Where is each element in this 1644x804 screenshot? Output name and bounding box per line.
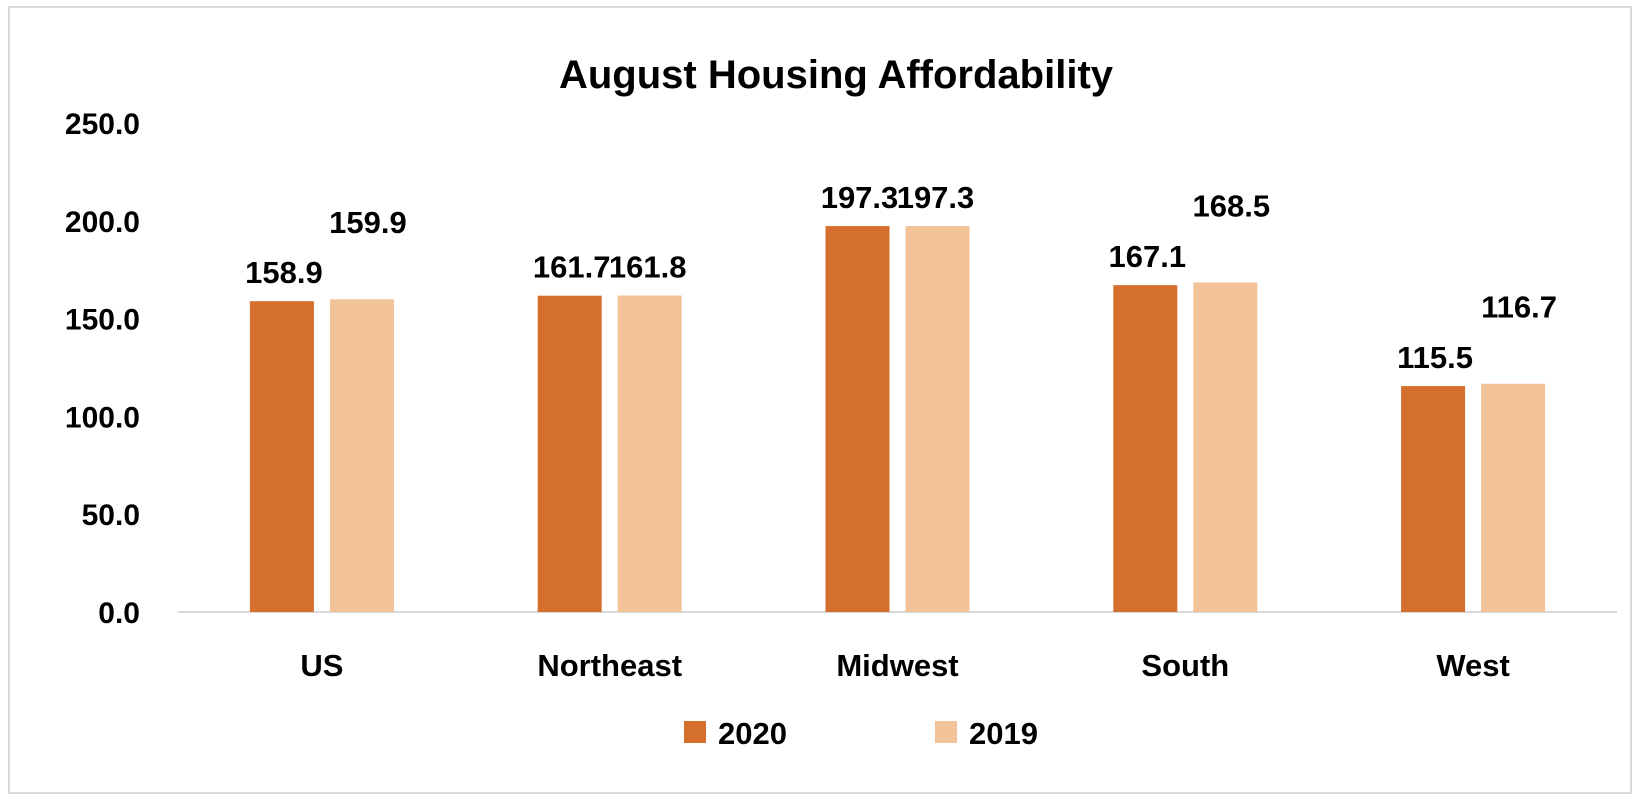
chart-title: August Housing Affordability bbox=[559, 53, 1114, 97]
x-axis-categories: US Northeast Midwest South West bbox=[300, 648, 1509, 683]
legend: 2020 2019 bbox=[684, 716, 1038, 751]
bar-2020-us bbox=[249, 301, 314, 612]
bar-2019-us bbox=[329, 299, 394, 612]
bar-2020-west bbox=[1401, 386, 1466, 612]
y-axis-ticks: 0.0 50.0 100.0 150.0 200.0 250.0 bbox=[65, 108, 140, 630]
y-tick-label: 50.0 bbox=[82, 499, 140, 532]
bar-2020-northeast bbox=[537, 295, 602, 612]
x-category-label: Northeast bbox=[537, 648, 682, 683]
y-tick-label: 100.0 bbox=[65, 401, 140, 434]
data-label-2020-midwest: 197.3 bbox=[821, 180, 899, 215]
legend-swatch-2020 bbox=[684, 721, 706, 743]
y-tick-label: 200.0 bbox=[65, 206, 140, 239]
data-label-2020-south: 167.1 bbox=[1109, 239, 1187, 274]
bar-2019-west bbox=[1481, 383, 1546, 612]
data-label-2020-us: 158.9 bbox=[245, 255, 323, 290]
legend-label-2020: 2020 bbox=[718, 716, 787, 751]
x-category-label: US bbox=[300, 648, 343, 683]
x-category-label: South bbox=[1141, 648, 1229, 683]
y-tick-label: 150.0 bbox=[65, 304, 140, 337]
data-label-2019-south: 168.5 bbox=[1193, 188, 1271, 223]
data-label-2019-midwest: 197.3 bbox=[897, 180, 975, 215]
x-category-label: Midwest bbox=[836, 648, 958, 683]
data-label-2020-west: 115.5 bbox=[1397, 340, 1473, 375]
data-label-2019-us: 159.9 bbox=[329, 205, 407, 240]
x-category-label: West bbox=[1436, 648, 1510, 683]
y-tick-label: 0.0 bbox=[98, 597, 140, 630]
bar-2019-northeast bbox=[617, 295, 682, 612]
y-tick-label: 250.0 bbox=[65, 108, 140, 141]
legend-swatch-2019 bbox=[935, 721, 957, 743]
bar-2020-midwest bbox=[825, 226, 890, 612]
bar-2019-south bbox=[1193, 282, 1258, 612]
data-label-2019-west: 116.7 bbox=[1481, 290, 1557, 325]
bars bbox=[249, 226, 1546, 612]
bar-2020-south bbox=[1113, 285, 1178, 612]
legend-label-2019: 2019 bbox=[969, 716, 1038, 751]
bar-2019-midwest bbox=[905, 226, 970, 612]
data-label-2020-northeast: 161.7 bbox=[533, 250, 611, 285]
data-label-2019-northeast: 161.8 bbox=[609, 250, 687, 285]
